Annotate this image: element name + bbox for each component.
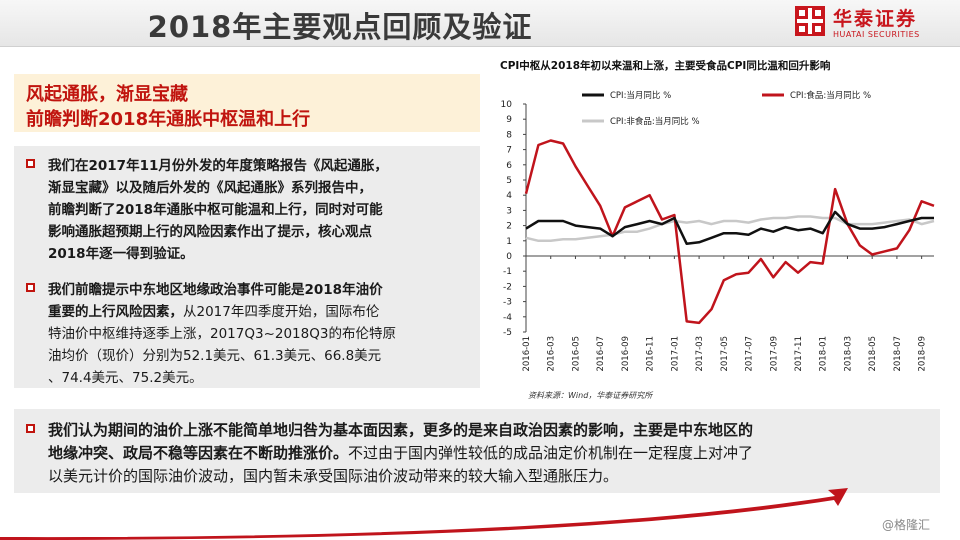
x-tick-label: 2018-03: [843, 336, 853, 372]
x-tick-label: 2016-07: [596, 336, 606, 372]
bullet-2-line-4: 油均价（现价）分别为52.1美元、61.3美元、66.8美元: [48, 348, 382, 364]
headline-line-1: 风起通胀，渐显宝藏: [26, 84, 188, 105]
y-tick-label: 8: [506, 130, 512, 140]
y-tick-label: -3: [503, 298, 512, 308]
y-tick-label: 5: [506, 176, 512, 186]
legend-label: CPI:食品:当月同比 %: [790, 90, 871, 101]
bullet-2-line-2-bold: 重要的上行风险因素，: [48, 304, 183, 320]
series-line-0: [525, 210, 934, 246]
x-tick-label: 2016-01: [522, 336, 532, 372]
bullet-2-line-3: 特油价中枢维持逐季上涨，2017Q3~2018Q3的布伦特原: [48, 326, 396, 342]
y-tick-label: -2: [503, 282, 512, 292]
huatai-logo: 华泰证券 HUATAI SECURITIES: [795, 6, 945, 40]
x-tick-label: 2017-11: [794, 336, 804, 372]
headline-box: 风起通胀，渐显宝藏 前瞻判断2018年通胀中枢温和上行: [14, 74, 480, 132]
y-tick-label: 4: [506, 191, 512, 201]
conclusion-line-2: 地缘冲突、政局不稳等因素在不断助推涨价。不过由于国内弹性较低的成品油定价机制在一…: [48, 442, 753, 463]
x-tick-label: 2016-05: [571, 336, 581, 372]
x-tick-label: 2017-09: [769, 336, 779, 372]
x-tick-label: 2017-05: [720, 336, 730, 372]
bullet-1-line-1: 我们在2017年11月份外发的年度策略报告《风起通胀，: [48, 158, 388, 174]
conclusion-box: 我们认为期间的油价上涨不能简单地归咎为基本面因素，更多的是来自政治因素的影响，主…: [14, 409, 940, 493]
y-tick-label: -1: [503, 267, 512, 277]
conclusion-line-2-bold: 地缘冲突、政局不稳等因素在不断助推涨价。: [48, 444, 349, 462]
title-bar: 2018年主要观点回顾及验证 华泰证券 HUATAI SECURITIES: [0, 0, 960, 47]
logo-en-text: HUATAI SECURITIES: [833, 30, 920, 39]
bullet-2-line-5: 、74.4美元、75.2美元。: [48, 370, 203, 386]
series-line-1: [524, 139, 935, 325]
bullet-1-line-5: 2018年逐一得到验证。: [48, 246, 194, 262]
bullet-square-icon: [26, 159, 35, 168]
x-tick-label: 2018-07: [893, 336, 903, 372]
page-title: 2018年主要观点回顾及验证: [147, 10, 533, 44]
bullet-1-line-3: 前瞻判断了2018年通胀中枢可能温和上行，同时对可能: [48, 202, 383, 218]
conclusion-line-3: 以美元计价的国际油价波动，国内暂未承受国际油价波动带来的较大输入型通胀压力。: [48, 467, 619, 485]
y-tick-label: 3: [506, 206, 512, 216]
x-tick-label: 2016-03: [547, 336, 557, 372]
x-tick-label: 2016-09: [621, 336, 631, 372]
conclusion-line-1: 我们认为期间的油价上涨不能简单地归咎为基本面因素，更多的是来自政治因素的影响，主…: [48, 421, 754, 439]
bullet-2-line-2: 重要的上行风险因素，从2017年四季度开始，国际布伦: [48, 300, 379, 320]
red-swoosh-arrow: [0, 488, 848, 540]
legend-label: CPI:当月同比 %: [610, 90, 671, 101]
huatai-logo-icon: [795, 6, 825, 36]
key-points-box: 我们在2017年11月份外发的年度策略报告《风起通胀， 渐显宝藏》以及随后外发的…: [14, 146, 480, 388]
bullet-1-line-2: 渐显宝藏》以及随后外发的《风起通胀》系列报告中，: [48, 180, 372, 196]
x-tick-label: 2018-09: [918, 336, 928, 372]
y-tick-label: -4: [503, 313, 512, 323]
bullet-2-line-2-rest: 从2017年四季度开始，国际布伦: [183, 304, 380, 320]
y-tick-label: 7: [506, 146, 512, 156]
bullet-square-icon: [26, 424, 35, 433]
chart-title: CPI中枢从2018年初以来温和上涨，主要受食品CPI同比温和回升影响: [500, 60, 831, 72]
conclusion-line-2-rest: 不过由于国内弹性较低的成品油定价机制在一定程度上对冲了: [348, 444, 754, 462]
cpi-line-chart: -5 -4 -3 -2 -1 0 1 2 3 4 5 6 7 8 9 10 2016-01 2016-03 2016…: [501, 90, 935, 372]
x-tick-label: 2017-03: [695, 336, 705, 372]
y-tick-label: 2: [506, 222, 512, 232]
x-tick-label: 2018-01: [819, 336, 829, 372]
logo-cn-text: 华泰证券: [833, 8, 918, 30]
headline-line-2: 前瞻判断2018年通胀中枢温和上行: [26, 109, 311, 130]
bullet-2-line-1: 我们前瞻提示中东地区地缘政治事件可能是2018年油价: [48, 282, 383, 298]
chart-source: 资料来源：Wind，华泰证券研究所: [528, 391, 653, 400]
y-tick-label: -5: [503, 328, 512, 338]
y-tick-label: 0: [506, 252, 512, 262]
series-line-2: [525, 215, 935, 243]
x-tick-label: 2018-05: [868, 336, 878, 372]
x-tick-label: 2017-01: [670, 336, 680, 372]
y-tick-label: 10: [501, 100, 513, 110]
watermark: @格隆汇: [882, 518, 931, 532]
x-tick-label: 2016-11: [646, 336, 656, 372]
x-tick-label: 2017-07: [745, 336, 755, 372]
bullet-1-line-4: 影响通胀超预期上行的风险因素作出了提示，核心观点: [48, 224, 372, 240]
bullet-square-icon: [26, 283, 35, 292]
y-tick-label: 6: [506, 161, 512, 171]
legend-label: CPI:非食品:当月同比 %: [610, 116, 700, 127]
y-tick-label: 9: [506, 115, 512, 125]
y-tick-label: 1: [506, 237, 512, 247]
